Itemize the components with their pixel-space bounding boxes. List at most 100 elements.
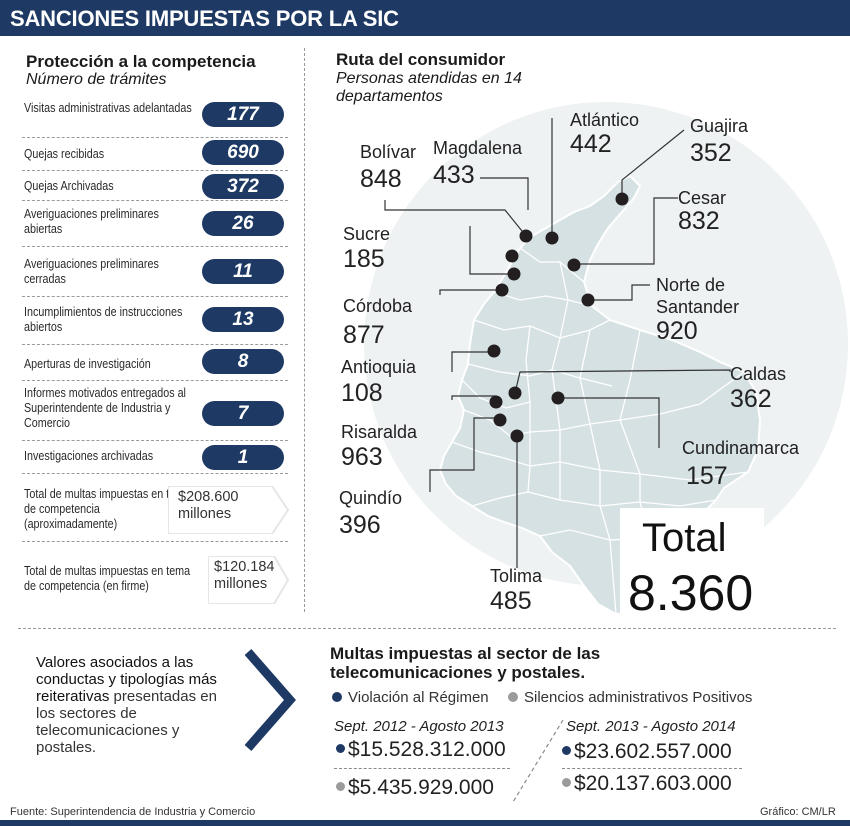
dept-name: Tolima (490, 566, 543, 586)
competencia-row: Averiguaciones preliminares abiertas 26 (22, 201, 288, 247)
amount-violacion: $15.528.312.000 (336, 738, 506, 762)
dept-value: 396 (339, 511, 381, 539)
period-label: Sept. 2012 - Agosto 2013 (334, 718, 504, 735)
dept-name: Risaralda (341, 422, 418, 442)
amount-dot-icon (336, 744, 345, 753)
multa-value: $120.184 millones (214, 559, 275, 592)
dept-name: Sucre (343, 224, 391, 244)
telecom-note: Valores asociados a las conductas y tipo… (36, 654, 236, 756)
competencia-row: Quejas Archivadas 372 (22, 171, 288, 201)
note-bold: Valores asociados a las conductas y tipo… (36, 654, 217, 705)
row-label: Informes motivados entregados al Superin… (24, 386, 186, 430)
horizontal-divider (18, 628, 836, 629)
competencia-row: Aperturas de investigación 8 (22, 345, 288, 381)
department-borders (451, 247, 749, 615)
period-divider (512, 719, 564, 803)
amount-separator (334, 768, 510, 769)
amount-dot-icon (336, 782, 345, 791)
row-value-pill: 7 (202, 401, 284, 426)
amount-value: $20.137.603.000 (574, 772, 732, 795)
row-label: Aperturas de investigación (24, 357, 151, 371)
dept-name: Cesar (678, 188, 727, 208)
total-label: Total (642, 516, 727, 560)
colombia-shape (438, 174, 762, 616)
legend-item-violacion: Violación al Régimen (332, 689, 489, 706)
dept-value: 963 (341, 443, 383, 471)
amount-silencios: $5.435.929.000 (336, 776, 494, 800)
dept-name: Guajira (690, 116, 749, 136)
dept-name: Quindío (339, 488, 403, 508)
legend-label: Silencios administrativos Positivos (524, 689, 753, 706)
amount-silencios: $20.137.603.000 (562, 772, 732, 796)
amount-value: $23.602.557.000 (574, 740, 732, 763)
multa-arrow-box: $208.600 millones (168, 486, 290, 534)
multa-label: Total de multas impuestas en temas de co… (24, 487, 196, 531)
multa-label: Total de multas impuestas en tema de com… (24, 564, 191, 593)
dept-name: Atlántico (570, 110, 640, 130)
competencia-subtitle: Número de trámites (26, 71, 167, 88)
title-bar: SANCIONES IMPUESTAS POR LA SIC (0, 0, 850, 36)
row-label: Investigaciones archivadas (24, 449, 154, 463)
consumidor-subtitle: Personas atendidas en 14 departamentos (336, 70, 522, 105)
dept-value: 832 (678, 207, 720, 235)
amount-dot-icon (562, 778, 571, 787)
dept-value: 362 (730, 385, 772, 413)
amount-dot-icon (562, 746, 571, 755)
dept-name: Norte de Santander (656, 275, 740, 317)
page-title: SANCIONES IMPUESTAS POR LA SIC (10, 6, 399, 31)
row-label: Quejas Archivadas (24, 179, 114, 193)
row-value-pill: 177 (202, 102, 284, 127)
legend-label: Violación al Régimen (348, 689, 489, 706)
legend-item-silencios: Silencios administrativos Positivos (508, 689, 752, 706)
row-value-pill: 690 (202, 140, 284, 165)
chevron-right-icon (244, 649, 296, 751)
dept-name: Bolívar (360, 142, 417, 162)
dept-value: 848 (360, 165, 402, 193)
row-value-pill: 26 (202, 211, 284, 236)
dept-value: 433 (433, 161, 475, 189)
period-label: Sept. 2013 - Agosto 2014 (566, 718, 736, 735)
dept-value: 108 (341, 379, 383, 407)
competencia-row: Investigaciones archivadas 1 (22, 441, 288, 474)
competencia-row: Quejas recibidas 690 (22, 138, 288, 171)
legend-dot-icon (332, 692, 342, 702)
row-label: Quejas recibidas (24, 147, 105, 161)
row-label: Averiguaciones preliminares cerradas (24, 257, 159, 286)
row-value-pill: 13 (202, 307, 284, 332)
total-value: 8.360 (628, 565, 754, 621)
competencia-row: Informes motivados entregados al Superin… (22, 381, 288, 441)
row-value-pill: 1 (202, 445, 284, 470)
legend-dot-icon (508, 692, 518, 702)
multa-row: Total de multas impuestas en temas de co… (22, 482, 290, 542)
dept-name: Cundinamarca (682, 438, 800, 458)
competencia-row: Visitas administrativas adelantadas 177 (22, 96, 288, 138)
row-label: Averiguaciones preliminares abiertas (24, 207, 159, 236)
multa-arrow-box: $120.184 millones (208, 556, 290, 604)
leader-lines (384, 118, 731, 568)
dept-value: 877 (343, 321, 385, 349)
department-dots (487, 192, 629, 443)
footer-source: Fuente: Superintendencia de Industria y … (10, 806, 256, 818)
multa-value: $208.600 millones (178, 489, 239, 522)
arrow-box-shape (168, 486, 290, 534)
consumidor-title: Ruta del consumidor (336, 50, 506, 69)
dept-value: 185 (343, 245, 385, 273)
dept-value: 920 (656, 317, 698, 345)
row-label: Visitas administrativas adelantadas (24, 101, 192, 115)
multa-row: Total de multas impuestas en tema de com… (22, 554, 290, 606)
dept-name: Magdalena (433, 138, 523, 158)
dept-value: 352 (690, 139, 732, 167)
dept-value: 157 (686, 462, 728, 490)
dept-value: 485 (490, 587, 532, 615)
row-value-pill: 8 (202, 349, 284, 374)
row-value-pill: 372 (202, 174, 284, 199)
dept-name: Córdoba (343, 296, 413, 316)
row-value-pill: 11 (202, 259, 284, 284)
dept-value: 442 (570, 130, 612, 158)
amount-violacion: $23.602.557.000 (562, 740, 732, 764)
dept-name: Antioquia (341, 357, 417, 377)
telecom-title: Multas impuestas al sector de las teleco… (330, 644, 601, 682)
amount-separator (562, 768, 742, 769)
row-label: Incumplimientos de instrucciones abierto… (24, 305, 183, 334)
arrow-box-shape (208, 556, 290, 604)
